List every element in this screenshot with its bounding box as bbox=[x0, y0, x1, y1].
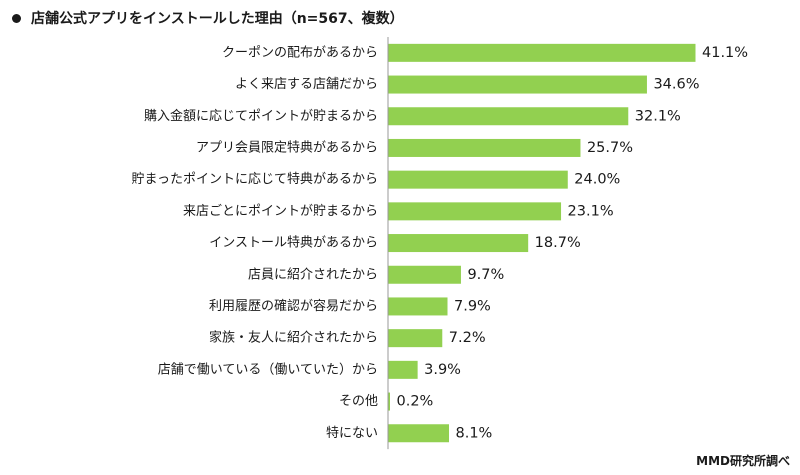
category-label: アプリ会員限定特典があるから bbox=[196, 140, 378, 155]
bar bbox=[388, 170, 568, 189]
value-label: 0.2% bbox=[397, 394, 434, 410]
category-label: 来店ごとにポイントが貯まるから bbox=[183, 203, 378, 219]
bar bbox=[388, 297, 448, 316]
bar bbox=[388, 265, 461, 284]
value-label: 41.1% bbox=[702, 45, 748, 61]
value-label: 34.6% bbox=[653, 77, 699, 93]
bar bbox=[388, 392, 390, 411]
value-label: 24.0% bbox=[574, 172, 620, 188]
bar bbox=[388, 138, 581, 157]
category-label: 家族・友人に紹介されたから bbox=[209, 330, 378, 346]
category-label: 店舗で働いている（働いていた）から bbox=[158, 362, 378, 377]
value-label: 7.2% bbox=[449, 330, 486, 346]
bar bbox=[388, 202, 562, 221]
category-label: 店員に紹介されたから bbox=[248, 267, 378, 282]
bar bbox=[388, 329, 443, 348]
category-label: クーポンの配布があるから bbox=[222, 45, 378, 60]
chart-title: 店舗公式アプリをインストールした理由（n=567、複数） bbox=[31, 11, 404, 27]
value-label: 8.1% bbox=[456, 425, 493, 441]
bar bbox=[388, 424, 450, 443]
value-label: 7.9% bbox=[454, 298, 491, 314]
value-label: 23.1% bbox=[568, 203, 614, 219]
value-label: 18.7% bbox=[535, 235, 581, 251]
bullet-icon bbox=[12, 13, 21, 23]
category-label: 特にない bbox=[326, 426, 378, 441]
value-label: 3.9% bbox=[424, 362, 461, 378]
category-label: 貯まったポイントに応じて特典があるから bbox=[132, 172, 378, 187]
category-label: インストール特典があるから bbox=[209, 236, 378, 251]
source-note: MMD研究所調べ bbox=[696, 454, 790, 468]
category-label: よく来店する店舗だから bbox=[235, 77, 378, 92]
bar bbox=[388, 75, 647, 94]
bar bbox=[388, 234, 529, 253]
category-label: 利用履歴の確認が容易だから bbox=[209, 298, 378, 314]
chart-title-row: 店舗公式アプリをインストールした理由（n=567、複数） bbox=[12, 8, 404, 28]
bar bbox=[388, 43, 696, 62]
bar bbox=[388, 107, 629, 126]
bar bbox=[388, 360, 418, 379]
value-label: 9.7% bbox=[467, 267, 504, 283]
category-label: 購入金額に応じてポイントが貯まるから bbox=[144, 108, 378, 124]
category-label: その他 bbox=[339, 394, 378, 409]
value-label: 25.7% bbox=[587, 140, 633, 156]
value-label: 32.1% bbox=[635, 108, 681, 124]
